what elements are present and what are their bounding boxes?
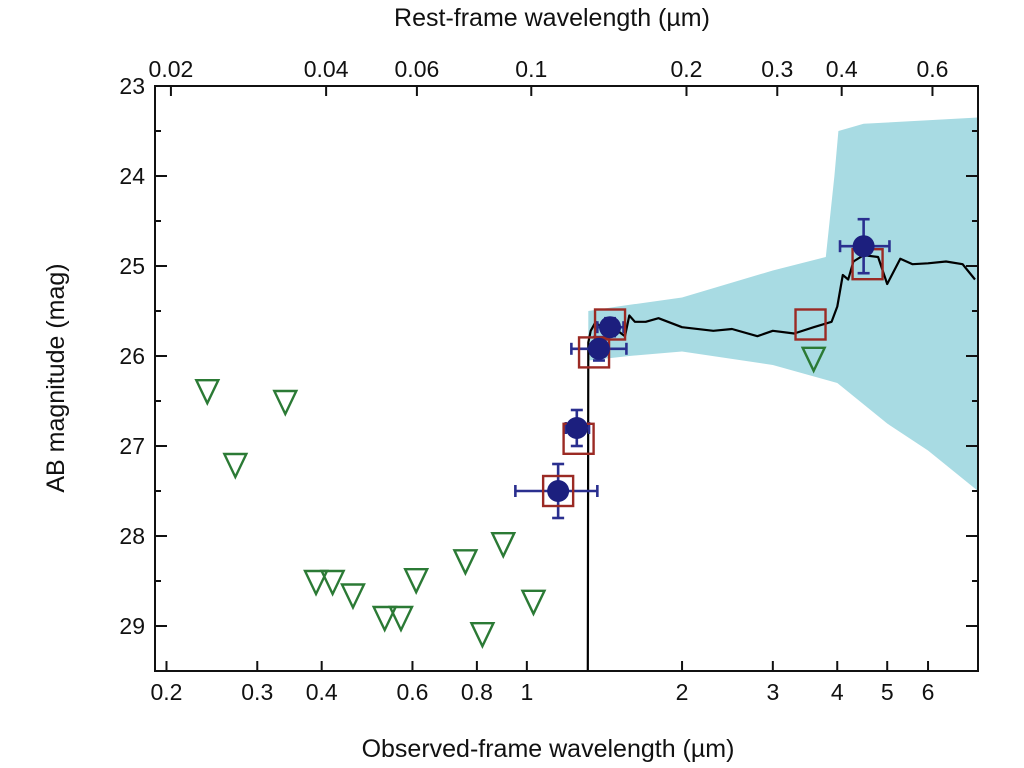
detection-point: [599, 316, 622, 339]
y-tick-label: 29: [119, 613, 145, 639]
detection-point: [565, 417, 588, 439]
top-tick-label: 0.1: [515, 56, 547, 82]
x-tick-label: 1: [520, 679, 533, 705]
x-tick-label: 0.8: [461, 679, 493, 705]
detection-markers: [547, 235, 875, 502]
top-tick-label: 0.2: [670, 56, 702, 82]
x-tick-label: 5: [881, 679, 894, 705]
upper-limit-markers: [194, 346, 827, 649]
upper-limit-triangle: [319, 569, 346, 597]
upper-limit-triangle: [452, 549, 479, 577]
detection-point: [852, 235, 875, 258]
y-tick-label: 28: [119, 523, 145, 549]
detection-point: [587, 337, 610, 360]
upper-limit-triangle: [340, 583, 366, 611]
top-tick-label: 0.6: [916, 56, 948, 82]
x-tick-label: 0.4: [306, 679, 338, 705]
upper-limit-triangle: [303, 569, 329, 597]
top-tick-label: 0.02: [149, 56, 194, 82]
top-tick-label: 0.04: [304, 56, 349, 82]
upper-limit-triangle: [371, 605, 398, 633]
x-tick-label: 6: [922, 679, 935, 705]
y-tick-label: 23: [119, 73, 145, 99]
top-tick-label: 0.4: [826, 56, 858, 82]
y-tick-label: 26: [119, 343, 145, 369]
upper-limit-triangle: [272, 389, 299, 417]
upper-limit-triangle: [490, 532, 517, 559]
model-box: [794, 308, 827, 341]
x-tick-label: 4: [831, 679, 844, 705]
model-box: [593, 308, 627, 341]
upper-limit-triangle: [800, 346, 827, 374]
upper-limit-triangle: [194, 379, 221, 406]
x-tick-label: 2: [676, 679, 689, 705]
x-tick-label: 0.6: [396, 679, 428, 705]
x-tick-label: 0.2: [150, 679, 182, 705]
upper-limit-triangle: [520, 589, 547, 617]
upper-limit-triangle: [388, 605, 414, 633]
uncertainty-band-area: [588, 117, 978, 491]
upper-limit-triangle: [469, 622, 496, 649]
x-axis-title: Observed-frame wavelength (µm): [362, 735, 735, 763]
x-tick-label: 0.3: [241, 679, 273, 705]
uncertainty-band: [588, 117, 978, 491]
top-tick-label: 0.06: [395, 56, 440, 82]
upper-limit-triangle: [403, 568, 430, 595]
x-tick-label: 3: [766, 679, 779, 705]
top-axis-title: Rest-frame wavelength (µm): [394, 4, 710, 32]
detection-point: [547, 480, 570, 502]
top-tick-label: 0.3: [761, 56, 793, 82]
axis-ticks: 0.2 0.3 0.4 0.6 0.8 1 2 3 4 5 60.02 0.04 0.06 0.1 0.2 0…: [119, 56, 978, 705]
plot-frame: [154, 85, 979, 672]
y-tick-label: 24: [119, 163, 145, 189]
y-tick-label: 25: [119, 253, 145, 279]
y-axis-title: AB magnitude (mag): [42, 263, 70, 492]
y-tick-label: 27: [119, 433, 145, 459]
upper-limit-triangle: [222, 452, 249, 480]
model-box: [541, 474, 575, 508]
